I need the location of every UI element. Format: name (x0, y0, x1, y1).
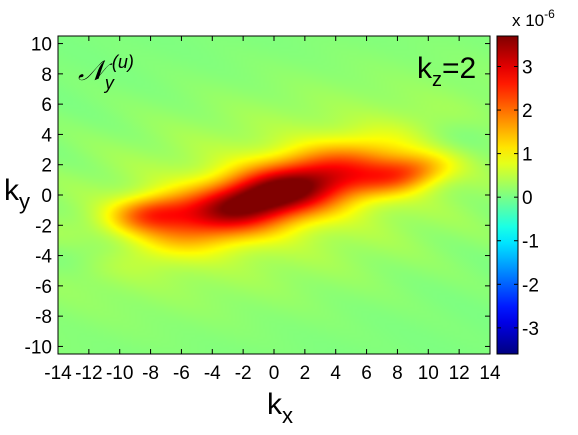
x-tick-label: 12 (449, 363, 470, 384)
y-tick-label: 8 (41, 65, 52, 86)
x-tick-label: -6 (173, 363, 190, 384)
y-axis-label: ky (4, 174, 30, 214)
colorbar-tick-label: 0 (522, 188, 533, 209)
x-tick-label: 8 (392, 363, 403, 384)
panel-label-sup: (u) (112, 52, 134, 72)
colorbar: -3 -2 -1 0 1 2 3 x 10-6 (496, 7, 555, 355)
colorbar-tick-label: 2 (522, 101, 533, 122)
y-tick-label: -6 (35, 277, 52, 298)
y-axis-ticks: -10 -8 -6 -4 -2 0 2 4 6 8 10 (25, 35, 490, 358)
x-tick-label: 4 (330, 363, 341, 384)
y-axis-label-k: k (4, 174, 20, 207)
kz-annotation: kz=2 (417, 52, 476, 91)
colorbar-ticks: -3 -2 -1 0 1 2 3 (497, 57, 539, 340)
colorbar-gradient (496, 35, 519, 355)
colorbar-tick-label: -3 (522, 319, 539, 340)
x-tick-label: -4 (204, 363, 221, 384)
x-tick-label: 6 (361, 363, 372, 384)
x-tick-label: 2 (300, 363, 311, 384)
colorbar-multiplier-exponent: -6 (544, 7, 555, 21)
y-tick-label: 4 (41, 125, 52, 146)
colorbar-tick-label: -1 (522, 232, 539, 253)
y-tick-label: -10 (25, 337, 52, 358)
x-axis-label-sub: x (282, 403, 293, 428)
y-tick-label: 10 (31, 35, 52, 56)
y-tick-label: 6 (41, 95, 52, 116)
y-tick-label: -2 (35, 216, 52, 237)
heatmap-image (58, 36, 490, 354)
y-axis-label-sub: y (19, 189, 30, 214)
colorbar-tick-label: 1 (522, 145, 533, 166)
kz-annotation-value: =2 (442, 52, 476, 85)
x-tick-label: -8 (142, 363, 159, 384)
y-tick-label: -4 (35, 247, 52, 268)
colorbar-tick-label: 3 (522, 57, 533, 78)
x-axis-label-k: k (267, 388, 283, 421)
y-tick-label: 0 (41, 186, 52, 207)
colorbar-multiplier: x 10-6 (512, 7, 555, 30)
kz-annotation-sub: z (432, 69, 442, 91)
x-tick-label: -2 (235, 363, 252, 384)
x-tick-label: -14 (44, 363, 72, 384)
y-tick-label: -8 (35, 307, 52, 328)
x-tick-label: 0 (269, 363, 280, 384)
kz-annotation-k: k (417, 52, 433, 85)
x-tick-label: 10 (418, 363, 439, 384)
x-tick-label: -12 (75, 363, 102, 384)
panel-label-sub: y (103, 73, 115, 93)
colorbar-multiplier-text: x 10 (512, 11, 544, 30)
x-tick-label: -10 (106, 363, 133, 384)
x-axis-ticks: -14 -12 -10 -8 -6 -4 -2 0 2 4 6 8 10 12 14 (44, 36, 501, 384)
colorbar-tick-label: -2 (522, 275, 539, 296)
x-tick-label: 14 (479, 363, 501, 384)
y-tick-label: 2 (41, 156, 52, 177)
x-axis-label: kx (267, 388, 293, 428)
plot-area: -14 -12 -10 -8 -6 -4 -2 0 2 4 6 8 10 12 14 -10-8-6-4-2… (25, 35, 501, 384)
